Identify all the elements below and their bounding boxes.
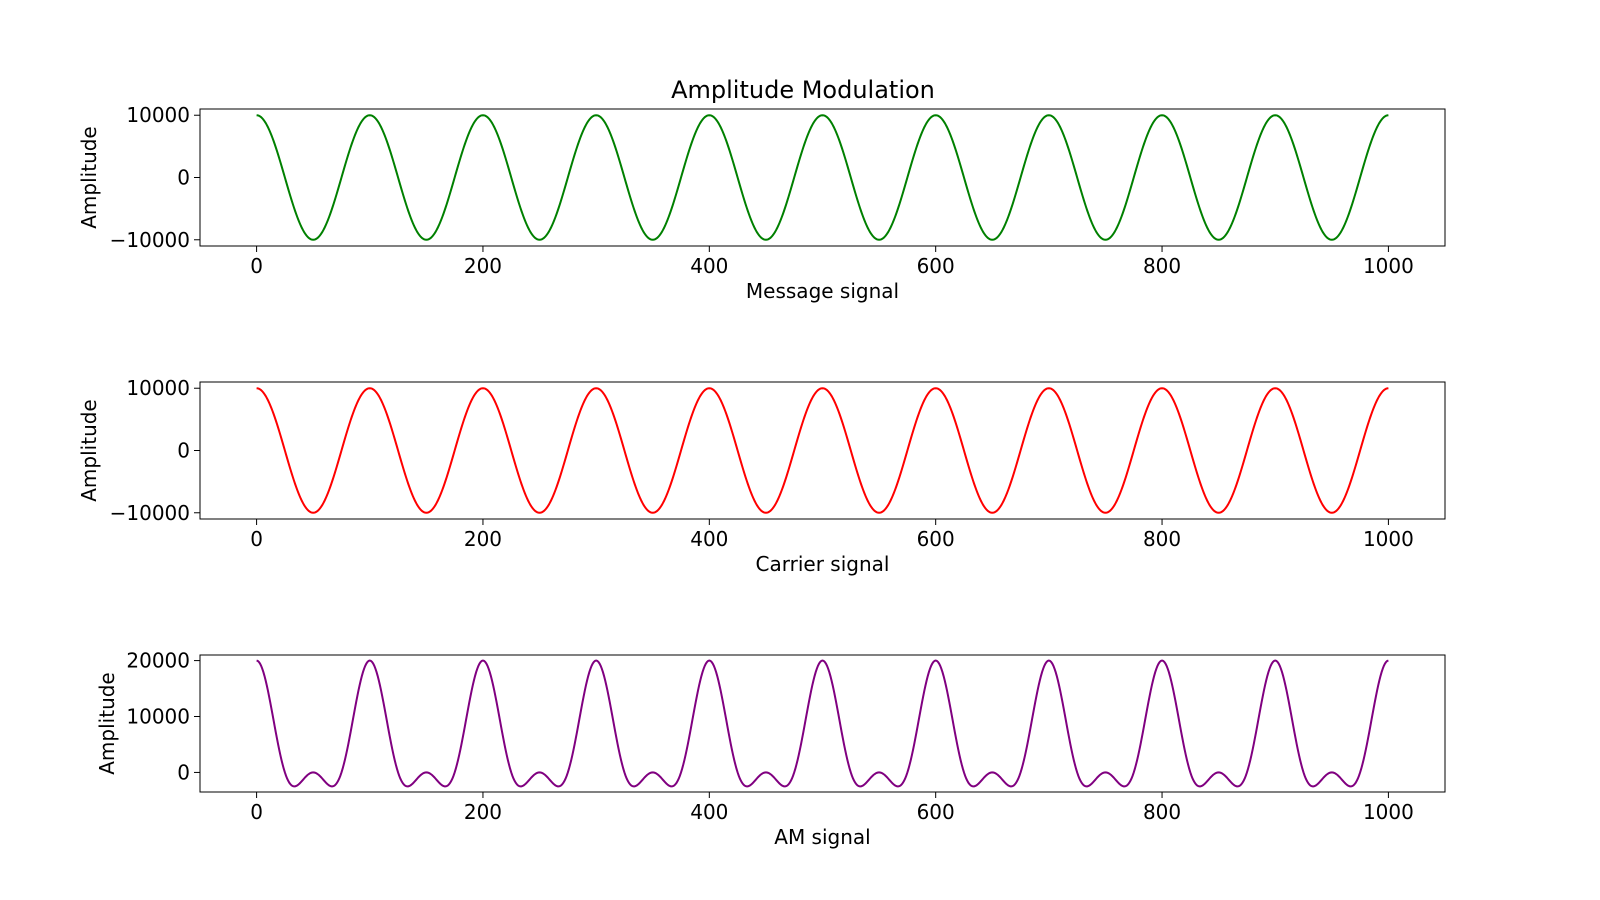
message-signal-xtick-label: 400 <box>690 254 728 278</box>
carrier-signal-xtick-label: 800 <box>1143 527 1181 551</box>
am-signal-ytick-label: 0 <box>177 760 190 784</box>
message-signal-axes-frame <box>199 108 1446 247</box>
am-signal-ytick-label: 20000 <box>126 649 190 673</box>
message-signal-xtick-label: 1000 <box>1363 254 1414 278</box>
am-signal-xtick-label: 200 <box>464 800 502 824</box>
carrier-signal-line <box>256 387 1389 514</box>
carrier-signal-ylabel: Amplitude <box>77 399 101 502</box>
am-signal-line <box>256 659 1389 788</box>
carrier-signal-xtick-label: 200 <box>464 527 502 551</box>
message-signal-line <box>256 114 1389 241</box>
am-signal-xtick-label: 800 <box>1143 800 1181 824</box>
carrier-signal-xlabel: Carrier signal <box>756 552 890 576</box>
carrier-signal-ytick-label: 10000 <box>126 376 190 400</box>
message-signal-xtick-label: 600 <box>917 254 955 278</box>
carrier-signal-ticks: 0 200 400 600 800 1000 −10000 0 10000 <box>110 376 1414 551</box>
carrier-signal-ytick-label: 0 <box>177 439 190 463</box>
message-signal-xtick-label: 800 <box>1143 254 1181 278</box>
carrier-signal-plot: 0 200 400 600 800 1000 −10000 0 10000 Carrier si… <box>77 376 1446 576</box>
message-signal-ytick-label: 0 <box>177 166 190 190</box>
message-signal-xtick-label: 200 <box>464 254 502 278</box>
am-signal-xtick-label: 1000 <box>1363 800 1414 824</box>
carrier-signal-ytick-label: −10000 <box>110 501 190 525</box>
carrier-signal-xtick-label: 400 <box>690 527 728 551</box>
figure-title: Amplitude Modulation <box>671 76 935 104</box>
message-signal-ticks: 0 200 400 600 800 1000 −10000 0 10000 <box>110 103 1414 278</box>
message-signal-xtick-label: 0 <box>250 254 263 278</box>
carrier-signal-axes-frame <box>199 381 1446 520</box>
message-signal-ytick-label: 10000 <box>126 103 190 127</box>
message-signal-plot: 0 200 400 600 800 1000 −10000 0 10000 Message si… <box>77 103 1446 303</box>
carrier-signal-xtick-label: 0 <box>250 527 263 551</box>
carrier-signal-xtick-label: 600 <box>917 527 955 551</box>
am-signal-xtick-label: 400 <box>690 800 728 824</box>
am-signal-ytick-label: 10000 <box>126 705 190 729</box>
am-signal-ylabel: Amplitude <box>95 672 119 775</box>
message-signal-ytick-label: −10000 <box>110 228 190 252</box>
am-signal-xlabel: AM signal <box>774 825 870 849</box>
am-signal-xtick-label: 0 <box>250 800 263 824</box>
message-signal-xlabel: Message signal <box>746 279 899 303</box>
am-signal-xtick-label: 600 <box>917 800 955 824</box>
carrier-signal-xtick-label: 1000 <box>1363 527 1414 551</box>
message-signal-ylabel: Amplitude <box>77 126 101 229</box>
am-signal-axes-frame <box>199 654 1446 793</box>
